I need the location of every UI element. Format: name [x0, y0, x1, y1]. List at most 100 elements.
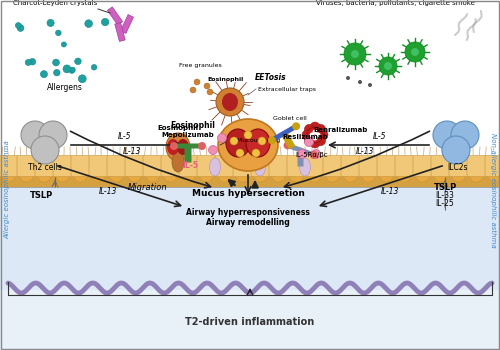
Circle shape	[307, 127, 323, 143]
Ellipse shape	[172, 152, 184, 172]
Circle shape	[63, 65, 71, 73]
Circle shape	[54, 69, 60, 76]
Ellipse shape	[167, 139, 179, 155]
Circle shape	[284, 141, 292, 149]
Text: IL-13: IL-13	[99, 188, 117, 196]
Circle shape	[254, 168, 268, 182]
Ellipse shape	[310, 122, 320, 132]
FancyBboxPatch shape	[53, 155, 72, 176]
Ellipse shape	[246, 129, 270, 157]
Circle shape	[312, 130, 318, 134]
Circle shape	[310, 133, 314, 138]
Text: ILC2s: ILC2s	[447, 162, 467, 172]
Bar	[0, 175, 500, 187]
Circle shape	[39, 121, 67, 149]
Circle shape	[252, 149, 260, 157]
Circle shape	[146, 168, 160, 182]
Circle shape	[312, 135, 318, 140]
Circle shape	[442, 136, 470, 164]
Circle shape	[62, 42, 66, 47]
FancyBboxPatch shape	[35, 155, 54, 176]
Circle shape	[17, 25, 24, 32]
Circle shape	[316, 133, 320, 138]
Circle shape	[290, 168, 304, 182]
Text: Migration: Migration	[128, 182, 168, 191]
FancyBboxPatch shape	[286, 143, 302, 153]
Bar	[0, 175, 500, 295]
FancyBboxPatch shape	[108, 7, 122, 25]
FancyBboxPatch shape	[323, 155, 342, 176]
Ellipse shape	[177, 139, 189, 155]
FancyBboxPatch shape	[377, 155, 396, 176]
Circle shape	[346, 76, 350, 80]
Text: Benralizumab: Benralizumab	[313, 127, 368, 133]
Circle shape	[236, 168, 250, 182]
Circle shape	[31, 136, 59, 164]
Circle shape	[411, 48, 419, 56]
Bar	[0, 290, 500, 350]
Circle shape	[268, 136, 276, 144]
Text: IL-13: IL-13	[381, 188, 399, 196]
Circle shape	[194, 79, 200, 85]
Circle shape	[433, 121, 461, 149]
Circle shape	[16, 22, 21, 28]
Circle shape	[272, 168, 285, 182]
Circle shape	[29, 58, 35, 65]
Circle shape	[310, 151, 318, 159]
Ellipse shape	[166, 133, 190, 161]
Text: Viruses, bacteria, pollutants, cigarette smoke: Viruses, bacteria, pollutants, cigarette…	[316, 0, 474, 6]
Text: IL-5: IL-5	[118, 132, 132, 141]
Circle shape	[74, 168, 88, 182]
Circle shape	[312, 149, 320, 159]
FancyBboxPatch shape	[17, 155, 36, 176]
Text: IL-33: IL-33	[436, 191, 454, 201]
FancyBboxPatch shape	[413, 155, 432, 176]
Circle shape	[110, 168, 124, 182]
FancyBboxPatch shape	[395, 155, 414, 176]
Circle shape	[218, 168, 232, 182]
FancyBboxPatch shape	[431, 155, 450, 176]
FancyBboxPatch shape	[449, 155, 468, 176]
Circle shape	[70, 67, 75, 72]
Circle shape	[20, 168, 34, 182]
Text: EETosis: EETosis	[255, 74, 286, 83]
FancyBboxPatch shape	[282, 133, 295, 149]
Circle shape	[380, 168, 394, 182]
Text: Allergic eosinophilic asthma: Allergic eosinophilic asthma	[4, 141, 10, 239]
Circle shape	[128, 168, 141, 182]
FancyBboxPatch shape	[305, 155, 324, 176]
Text: IL-5: IL-5	[182, 161, 198, 169]
Text: Mucus hypersecretion: Mucus hypersecretion	[192, 189, 304, 198]
Ellipse shape	[316, 124, 326, 134]
FancyBboxPatch shape	[161, 155, 180, 176]
Circle shape	[488, 168, 500, 182]
Circle shape	[218, 133, 226, 142]
FancyBboxPatch shape	[179, 155, 198, 176]
Circle shape	[164, 168, 177, 182]
Circle shape	[38, 168, 52, 182]
Ellipse shape	[318, 130, 328, 140]
Circle shape	[258, 137, 266, 145]
Circle shape	[56, 30, 61, 36]
Text: IL-25: IL-25	[436, 198, 454, 208]
Circle shape	[362, 168, 376, 182]
FancyBboxPatch shape	[282, 124, 298, 135]
FancyBboxPatch shape	[467, 155, 486, 176]
Circle shape	[2, 168, 16, 182]
Text: Th2 cells: Th2 cells	[28, 162, 62, 172]
Text: Eosinophil: Eosinophil	[170, 120, 215, 130]
FancyBboxPatch shape	[485, 155, 500, 176]
Circle shape	[434, 168, 448, 182]
FancyBboxPatch shape	[115, 22, 125, 41]
FancyBboxPatch shape	[107, 155, 126, 176]
FancyBboxPatch shape	[287, 155, 306, 176]
Text: IL-5: IL-5	[373, 132, 387, 141]
Ellipse shape	[226, 129, 250, 157]
Circle shape	[298, 149, 306, 159]
Ellipse shape	[310, 138, 320, 148]
Text: Reslizumab: Reslizumab	[282, 134, 328, 140]
FancyBboxPatch shape	[184, 147, 192, 162]
FancyBboxPatch shape	[300, 148, 315, 157]
FancyBboxPatch shape	[125, 155, 144, 176]
Circle shape	[78, 75, 86, 83]
